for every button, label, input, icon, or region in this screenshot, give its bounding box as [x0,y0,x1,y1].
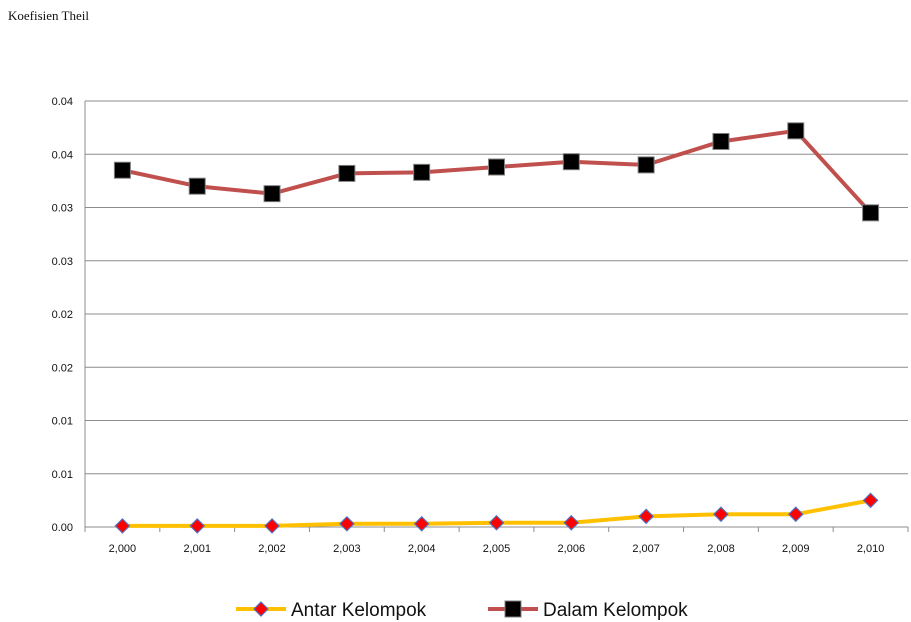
data-point-dalam-kelompok [862,204,880,222]
y-tick-labels: 0.00 0.01 0.01 0.02 0.02 0.03 0.03 0.04 0.04 [52,96,73,534]
data-point-dalam-kelompok [413,163,431,181]
data-point-antar-kelompok [488,514,505,531]
data-point-antar-kelompok [563,514,580,531]
data-point-dalam-kelompok [787,122,805,140]
data-point-dalam-kelompok [637,156,655,174]
x-tick-labels: 2,000 2,001 2,002 2,003 2,004 2,005 2,006 2,007… [109,543,885,555]
x-tick-label: 2,002 [258,543,286,555]
data-point-dalam-kelompok [488,158,505,176]
data-point-dalam-kelompok [188,177,206,195]
legend-label: Dalam Kelompok [543,600,688,621]
series-lines [121,128,873,528]
x-tick-label: 2,006 [558,543,586,555]
x-tick-label: 2,001 [183,543,211,555]
x-tick-label: 2,009 [782,543,810,555]
y-tick-label: 0.02 [52,362,73,374]
data-point-dalam-kelompok [113,161,131,179]
y-tick-label: 0.00 [52,522,73,534]
data-point-dalam-kelompok [712,132,730,150]
data-point-dalam-kelompok [562,153,580,171]
data-point-antar-kelompok [413,515,430,532]
data-point-antar-kelompok [114,518,131,534]
x-tick-label: 2,005 [483,543,511,555]
x-tick-label: 2,007 [632,543,660,555]
series-markers [113,122,880,534]
data-point-antar-kelompok [339,515,355,532]
y-tick-label: 0.04 [52,149,73,161]
data-point-antar-kelompok [638,508,654,525]
x-tick-label: 2,004 [408,543,436,555]
x-tick-label: 2,008 [707,543,735,555]
data-point-antar-kelompok [787,506,804,523]
data-point-dalam-kelompok [263,185,281,203]
legend: Antar Kelompok Dalam Kelompok [236,600,688,621]
y-axis-title: Koefisien Theil [8,8,89,23]
y-tick-label: 0.02 [52,309,73,321]
data-point-antar-kelompok [189,518,206,534]
y-tick-label: 0.01 [52,416,73,428]
legend-label: Antar Kelompok [291,600,427,621]
data-point-dalam-kelompok [338,164,356,182]
y-tick-label: 0.04 [52,96,73,108]
x-tick-label: 2,003 [333,543,361,555]
x-tick-label: 2,000 [109,543,137,555]
legend-swatch-marker [253,601,269,617]
data-point-antar-kelompok [264,518,280,534]
legend-swatch-marker [504,600,522,618]
data-point-antar-kelompok [862,492,879,509]
y-tick-label: 0.03 [52,256,73,268]
y-tick-label: 0.01 [52,469,73,481]
y-tick-label: 0.03 [52,203,73,215]
data-point-antar-kelompok [713,506,729,523]
x-tick-label: 2,010 [857,543,885,555]
